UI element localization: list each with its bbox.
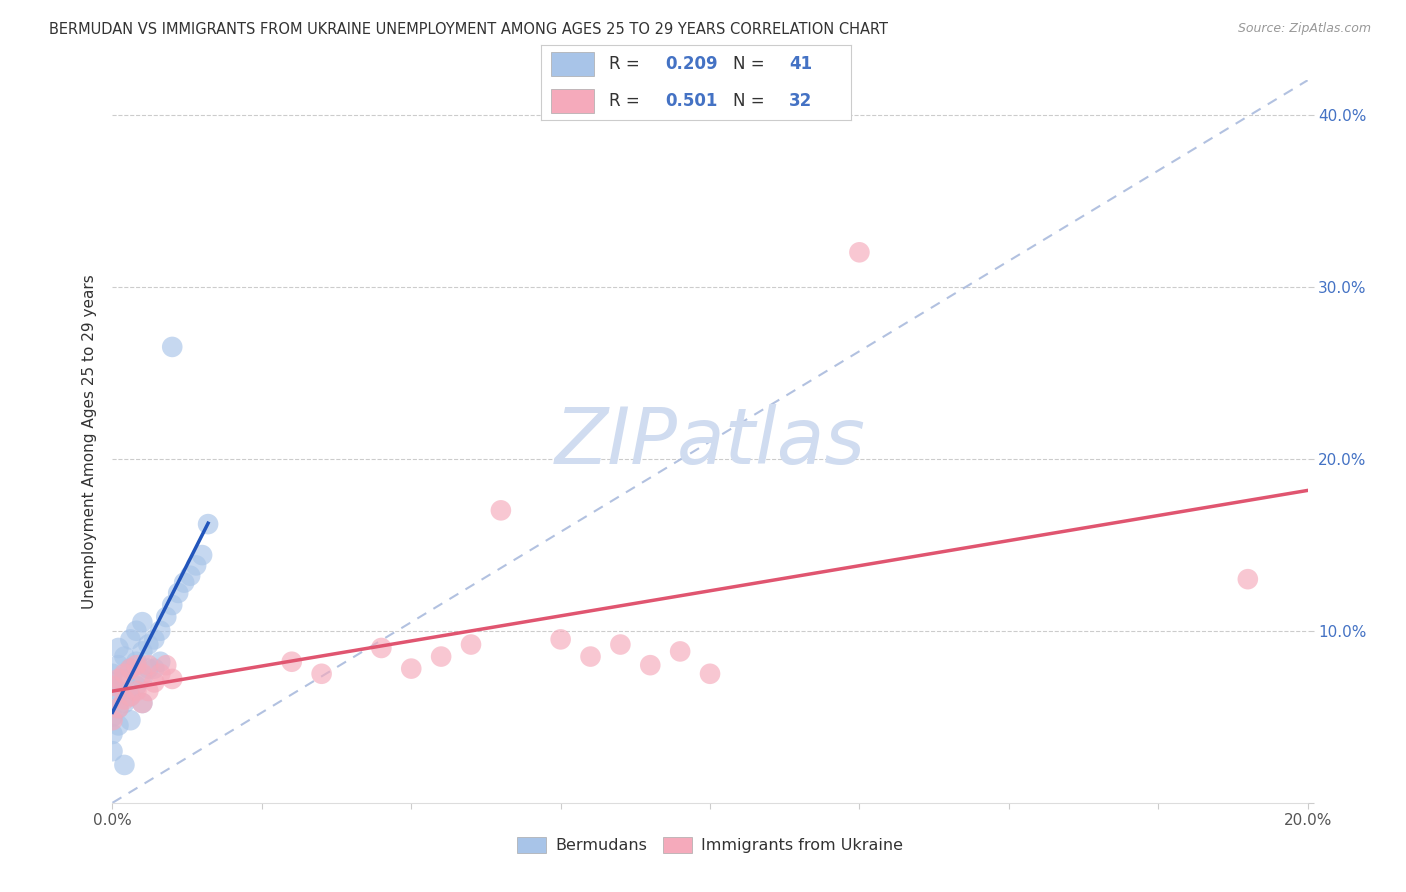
Text: 0.209: 0.209 — [665, 55, 717, 73]
Point — [401, 662, 423, 676]
Point — [460, 638, 482, 652]
Point — [191, 548, 214, 562]
FancyBboxPatch shape — [551, 88, 593, 112]
Point — [120, 662, 142, 676]
Point — [101, 679, 124, 693]
Text: 32: 32 — [789, 92, 813, 110]
Point — [125, 655, 148, 669]
Point — [101, 727, 124, 741]
Point — [131, 615, 153, 630]
Point — [101, 713, 124, 727]
Point — [311, 666, 333, 681]
Point — [173, 575, 195, 590]
Point — [125, 624, 148, 638]
Point — [120, 662, 142, 676]
Point — [120, 713, 142, 727]
Point — [138, 662, 160, 676]
Point — [138, 684, 160, 698]
Point — [281, 655, 304, 669]
Point — [143, 675, 166, 690]
Text: R =: R = — [609, 92, 645, 110]
Point — [167, 586, 190, 600]
Point — [101, 744, 124, 758]
Point — [107, 658, 129, 673]
Point — [120, 689, 142, 703]
Point — [640, 658, 662, 673]
Point — [120, 632, 142, 647]
Point — [114, 649, 135, 664]
Text: N =: N = — [733, 55, 770, 73]
Point — [550, 632, 572, 647]
Point — [155, 658, 177, 673]
Point — [609, 638, 631, 652]
Point — [149, 655, 172, 669]
Point — [370, 640, 392, 655]
Point — [101, 666, 124, 681]
Point — [143, 632, 166, 647]
Text: Source: ZipAtlas.com: Source: ZipAtlas.com — [1237, 22, 1371, 36]
Y-axis label: Unemployment Among Ages 25 to 29 years: Unemployment Among Ages 25 to 29 years — [82, 274, 97, 609]
Text: ZIPatlas: ZIPatlas — [554, 403, 866, 480]
Point — [1237, 572, 1260, 586]
Point — [131, 666, 153, 681]
Point — [125, 679, 148, 693]
Text: 41: 41 — [789, 55, 811, 73]
Point — [162, 340, 183, 354]
Text: BERMUDAN VS IMMIGRANTS FROM UKRAINE UNEMPLOYMENT AMONG AGES 25 TO 29 YEARS CORRE: BERMUDAN VS IMMIGRANTS FROM UKRAINE UNEM… — [49, 22, 889, 37]
Point — [107, 701, 129, 715]
Point — [186, 558, 208, 573]
Point — [131, 696, 153, 710]
Point — [131, 696, 153, 710]
Point — [155, 610, 177, 624]
Point — [162, 598, 183, 612]
Point — [114, 692, 135, 706]
Text: N =: N = — [733, 92, 770, 110]
Point — [101, 675, 124, 690]
Legend: Bermudans, Immigrants from Ukraine: Bermudans, Immigrants from Ukraine — [510, 830, 910, 860]
Point — [197, 517, 219, 532]
Point — [114, 666, 135, 681]
Point — [179, 568, 201, 582]
Point — [114, 672, 135, 686]
Point — [669, 644, 692, 658]
Point — [143, 662, 166, 676]
Point — [848, 245, 870, 260]
Point — [149, 624, 172, 638]
Point — [120, 689, 142, 703]
Text: R =: R = — [609, 55, 645, 73]
Point — [101, 710, 124, 724]
Point — [114, 758, 135, 772]
Point — [579, 649, 602, 664]
Point — [107, 684, 129, 698]
Point — [107, 718, 129, 732]
Point — [125, 684, 148, 698]
Point — [699, 666, 721, 681]
Point — [138, 638, 160, 652]
Point — [149, 666, 172, 681]
Point — [138, 658, 160, 673]
Point — [162, 672, 183, 686]
Point — [107, 640, 129, 655]
Point — [107, 701, 129, 715]
Point — [125, 658, 148, 673]
FancyBboxPatch shape — [551, 52, 593, 77]
Point — [101, 692, 124, 706]
Point — [430, 649, 453, 664]
Point — [107, 672, 129, 686]
Point — [489, 503, 512, 517]
Text: 0.501: 0.501 — [665, 92, 717, 110]
Point — [114, 696, 135, 710]
Point — [131, 672, 153, 686]
Point — [131, 644, 153, 658]
